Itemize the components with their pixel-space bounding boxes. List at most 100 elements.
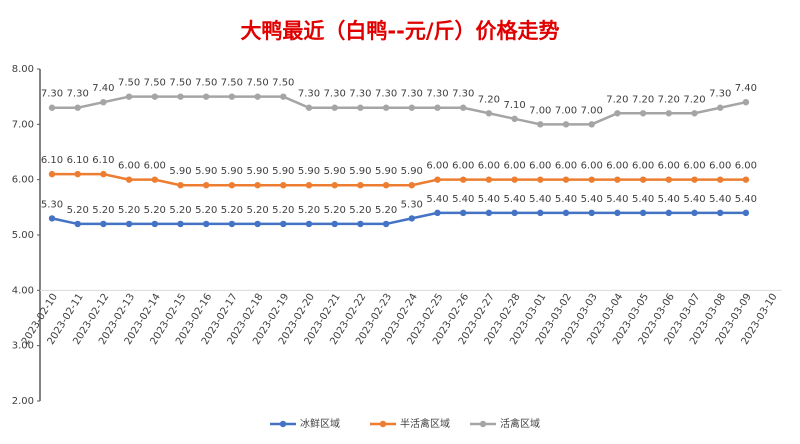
data-point bbox=[460, 176, 467, 183]
data-point bbox=[74, 170, 81, 178]
data-label: 5.90 bbox=[349, 166, 371, 177]
data-point bbox=[639, 209, 647, 217]
data-label: 5.90 bbox=[375, 166, 397, 177]
data-point bbox=[280, 182, 287, 189]
data-point bbox=[614, 176, 621, 183]
data-label: 5.20 bbox=[195, 205, 217, 216]
data-point bbox=[280, 93, 287, 100]
data-point bbox=[537, 209, 544, 217]
y-tick-label: 5.00 bbox=[12, 230, 34, 241]
y-tick-label: 2.00 bbox=[12, 396, 34, 407]
data-point bbox=[665, 176, 672, 183]
data-label: 5.90 bbox=[324, 166, 346, 177]
legend-marker bbox=[279, 420, 287, 428]
data-label: 6.00 bbox=[606, 161, 628, 172]
data-label: 7.50 bbox=[221, 78, 243, 89]
data-point bbox=[434, 176, 441, 183]
data-point bbox=[537, 121, 544, 128]
data-point bbox=[562, 209, 570, 217]
data-point bbox=[357, 182, 364, 189]
data-point bbox=[254, 220, 261, 228]
data-label: 7.40 bbox=[92, 83, 114, 94]
data-point bbox=[331, 220, 338, 228]
data-point bbox=[254, 182, 261, 189]
data-label: 6.00 bbox=[735, 161, 757, 172]
data-label: 5.20 bbox=[272, 205, 294, 216]
series-line bbox=[51, 211, 746, 226]
data-label: 7.40 bbox=[735, 83, 757, 94]
data-point bbox=[434, 209, 441, 217]
data-point bbox=[511, 176, 518, 183]
data-point bbox=[100, 170, 107, 178]
data-label: 6.00 bbox=[478, 161, 500, 172]
data-label: 5.90 bbox=[298, 166, 320, 177]
data-label: 5.20 bbox=[169, 205, 191, 216]
data-point bbox=[588, 176, 595, 183]
data-point bbox=[691, 209, 698, 217]
data-label: 7.30 bbox=[324, 89, 346, 100]
data-label: 5.40 bbox=[632, 194, 654, 205]
data-label: 6.10 bbox=[92, 155, 114, 166]
data-point bbox=[203, 93, 210, 100]
data-label: 5.20 bbox=[118, 205, 140, 216]
data-point bbox=[280, 220, 287, 228]
legend-marker bbox=[379, 420, 387, 428]
series-line bbox=[52, 172, 746, 187]
legend-label: 活禽区域 bbox=[500, 417, 540, 430]
data-label: 5.40 bbox=[735, 194, 757, 205]
data-label: 5.40 bbox=[581, 194, 603, 205]
data-point bbox=[228, 220, 236, 228]
data-label: 5.40 bbox=[606, 194, 628, 205]
data-point bbox=[588, 209, 595, 217]
data-point bbox=[408, 215, 415, 222]
data-label: 7.10 bbox=[503, 100, 525, 111]
data-point bbox=[717, 104, 724, 111]
data-label: 5.20 bbox=[375, 205, 397, 216]
data-label: 7.20 bbox=[683, 94, 705, 105]
data-label: 7.50 bbox=[246, 78, 268, 89]
data-label: 7.30 bbox=[709, 89, 731, 100]
data-label: 5.40 bbox=[452, 194, 474, 205]
data-point bbox=[485, 209, 493, 217]
data-point bbox=[691, 110, 698, 117]
data-label: 7.20 bbox=[658, 94, 680, 105]
data-label: 5.30 bbox=[41, 199, 63, 210]
data-point bbox=[717, 209, 724, 217]
data-label: 5.20 bbox=[92, 205, 114, 216]
data-label: 6.00 bbox=[658, 161, 680, 172]
data-point bbox=[382, 220, 390, 228]
data-label: 6.00 bbox=[581, 161, 603, 172]
data-point bbox=[665, 209, 672, 217]
data-point bbox=[100, 220, 107, 228]
data-label: 5.20 bbox=[324, 205, 346, 216]
data-point bbox=[357, 104, 364, 111]
data-label: 5.90 bbox=[272, 166, 294, 177]
data-point bbox=[305, 104, 313, 111]
data-label: 5.20 bbox=[221, 205, 243, 216]
data-label: 5.20 bbox=[349, 205, 371, 216]
data-point bbox=[639, 110, 647, 117]
data-point bbox=[305, 220, 313, 228]
data-label: 6.00 bbox=[144, 161, 166, 172]
data-point bbox=[48, 215, 56, 222]
data-label: 6.00 bbox=[555, 161, 577, 172]
data-point bbox=[717, 176, 724, 183]
data-label: 7.50 bbox=[272, 78, 294, 89]
data-point bbox=[665, 110, 672, 117]
data-label: 7.00 bbox=[529, 105, 551, 116]
data-label: 6.00 bbox=[683, 161, 705, 172]
data-point bbox=[434, 104, 441, 111]
data-label: 5.40 bbox=[529, 194, 551, 205]
data-label: 7.00 bbox=[581, 105, 603, 116]
data-point bbox=[203, 182, 210, 189]
chart-title: 大鸭最近（白鸭--元/斤）价格走势 bbox=[240, 19, 559, 43]
legend-label: 冰鲜区域 bbox=[300, 417, 340, 430]
data-label: 7.50 bbox=[118, 78, 140, 89]
data-label: 7.50 bbox=[144, 78, 166, 89]
data-label: 7.30 bbox=[349, 89, 371, 100]
data-label: 5.40 bbox=[426, 194, 448, 205]
data-point bbox=[125, 220, 133, 228]
data-point bbox=[562, 121, 570, 128]
data-label: 6.00 bbox=[118, 161, 140, 172]
